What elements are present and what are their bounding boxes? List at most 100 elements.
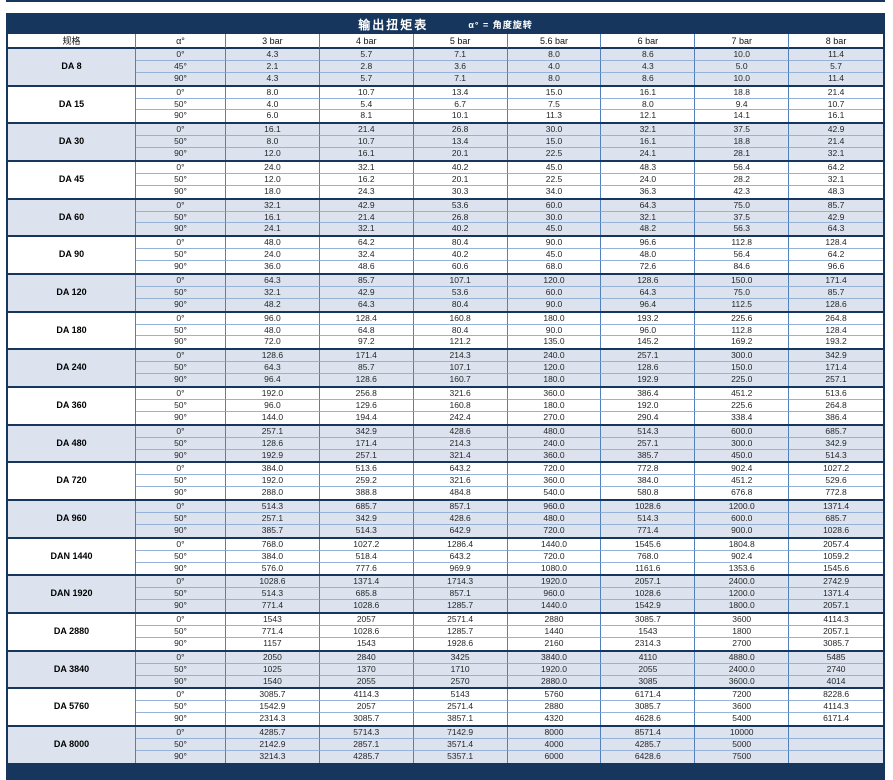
- torque-cell: 128.6: [789, 298, 883, 311]
- torque-cell: 21.4: [319, 124, 414, 137]
- torque-cell: 225.6: [695, 399, 790, 412]
- angle-cell: 50°: [136, 286, 226, 299]
- torque-cell: 1157: [226, 637, 320, 650]
- angle-cell: 50°: [136, 399, 226, 412]
- table-title-bar: 输出扭矩表 α° = 角度旋转: [8, 15, 883, 34]
- torque-cell: 2057: [319, 701, 414, 714]
- torque-cell: 128.6: [601, 275, 696, 287]
- torque-cell: 45.0: [507, 223, 602, 236]
- torque-cell: 225.6: [695, 312, 790, 325]
- torque-cell: 13.4: [413, 86, 508, 99]
- torque-cell: 2057.1: [601, 576, 696, 589]
- torque-cell: 180.0: [507, 312, 602, 325]
- torque-cell: 48.2: [601, 223, 696, 236]
- torque-cell: 85.7: [319, 362, 414, 375]
- torque-cell: 1542.9: [226, 701, 320, 714]
- angle-cell: 90°: [136, 261, 226, 274]
- torque-cell: 80.4: [413, 324, 508, 337]
- bottom-bar: [8, 762, 883, 778]
- torque-cell: 2571.4: [413, 614, 508, 626]
- column-header: 7 bar: [695, 34, 790, 49]
- torque-cell: 2880: [507, 701, 602, 714]
- angle-cell: 50°: [136, 738, 226, 751]
- torque-cell: 600.0: [695, 425, 790, 438]
- torque-cell: 8.1: [319, 110, 414, 123]
- torque-cell: 28.1: [695, 148, 790, 161]
- torque-cell: 1710: [413, 663, 508, 676]
- torque-cell: 256.8: [319, 388, 414, 400]
- torque-cell: 32.1: [789, 173, 883, 186]
- spec-name: DA 240: [8, 350, 136, 387]
- torque-cell: 4110: [601, 651, 696, 664]
- torque-cell: 5.7: [319, 72, 414, 85]
- torque-cell: 28.2: [695, 173, 790, 186]
- torque-cell: 80.4: [413, 237, 508, 250]
- torque-cell: 3600: [695, 701, 790, 714]
- torque-cell: 6171.4: [601, 689, 696, 702]
- column-header: 3 bar: [226, 34, 320, 49]
- torque-cell: 676.8: [695, 487, 790, 500]
- torque-cell: 8000: [507, 727, 602, 739]
- torque-cell: 1028.6: [601, 501, 696, 513]
- torque-cell: 342.9: [789, 350, 883, 363]
- torque-cell: 34.0: [507, 185, 602, 198]
- spec-group: DA 3840 0° 2050 2840 3425 3840.0 4110 4880.0 548…: [8, 649, 883, 688]
- angle-cell: 0°: [136, 86, 226, 99]
- torque-cell: 3425: [413, 651, 508, 664]
- torque-cell: 1540: [226, 675, 320, 688]
- torque-cell: 3214.3: [226, 750, 320, 763]
- torque-cell: 1543: [601, 625, 696, 638]
- torque-cell: 64.3: [601, 199, 696, 212]
- torque-cell: 5000: [695, 738, 790, 751]
- torque-cell: 771.4: [226, 625, 320, 638]
- angle-cell: 50°: [136, 136, 226, 149]
- torque-cell: 192.0: [226, 475, 320, 488]
- torque-cell: 7200: [695, 689, 790, 702]
- torque-cell: 342.9: [789, 437, 883, 450]
- spec-name: DA 30: [8, 124, 136, 161]
- torque-cell: 8228.6: [789, 689, 883, 702]
- torque-cell: 96.6: [601, 237, 696, 250]
- torque-cell: 169.2: [695, 336, 790, 349]
- angle-cell: 50°: [136, 512, 226, 525]
- torque-cell: 385.7: [601, 449, 696, 462]
- torque-cell: 8571.4: [601, 727, 696, 739]
- torque-cell: 1920.0: [507, 663, 602, 676]
- torque-cell: 518.4: [319, 550, 414, 563]
- torque-cell: 64.3: [319, 298, 414, 311]
- torque-cell: 8.0: [507, 72, 602, 85]
- angle-cell: 90°: [136, 750, 226, 763]
- torque-cell: 7.5: [507, 98, 602, 111]
- torque-cell: 120.0: [507, 275, 602, 287]
- torque-cell: 214.3: [413, 350, 508, 363]
- angle-cell: 50°: [136, 211, 226, 224]
- torque-cell: 24.0: [226, 249, 320, 262]
- torque-cell: 242.4: [413, 411, 508, 424]
- torque-cell: 21.4: [319, 211, 414, 224]
- torque-cell: 15.0: [507, 86, 602, 99]
- torque-cell: 10000: [695, 727, 790, 739]
- angle-cell: 90°: [136, 336, 226, 349]
- torque-cell: 13.4: [413, 136, 508, 149]
- angle-cell: 0°: [136, 651, 226, 664]
- column-header: 6 bar: [601, 34, 696, 49]
- torque-cell: 112.5: [695, 298, 790, 311]
- angle-cell: 90°: [136, 713, 226, 726]
- torque-cell: 32.1: [226, 199, 320, 212]
- torque-cell: 22.5: [507, 148, 602, 161]
- torque-cell: 128.6: [226, 350, 320, 363]
- column-header: 8 bar: [789, 34, 883, 49]
- spec-name: DA 90: [8, 237, 136, 274]
- torque-cell: 1027.2: [319, 538, 414, 551]
- torque-cell: 10.0: [695, 49, 790, 61]
- column-header: 5 bar: [413, 34, 508, 49]
- torque-cell: 128.4: [789, 324, 883, 337]
- torque-cell: 3085.7: [601, 614, 696, 626]
- angle-cell: 50°: [136, 701, 226, 714]
- torque-cell: 2055: [319, 675, 414, 688]
- torque-cell: 1371.4: [789, 588, 883, 601]
- spec-name: DAN 1920: [8, 576, 136, 613]
- spec-name: DA 45: [8, 162, 136, 198]
- torque-cell: 5714.3: [319, 727, 414, 739]
- angle-cell: 90°: [136, 72, 226, 85]
